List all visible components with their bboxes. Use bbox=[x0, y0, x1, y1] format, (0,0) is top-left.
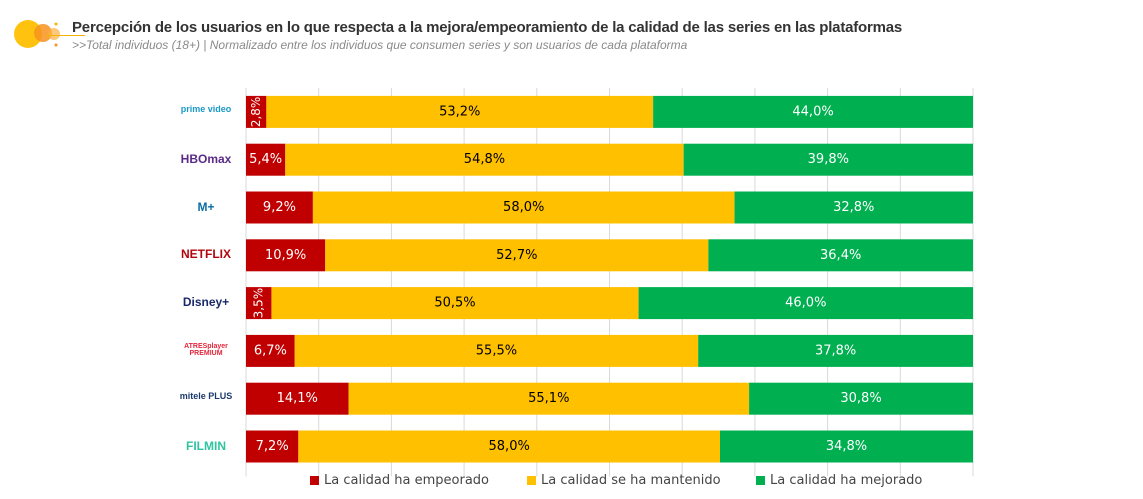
legend-swatch-green bbox=[756, 476, 765, 485]
data-label: 58,0% bbox=[503, 200, 544, 215]
bar-segment-improved bbox=[653, 95, 973, 128]
chart-title: Percepción de los usuarios en lo que res… bbox=[72, 19, 903, 36]
data-label: 53,2% bbox=[439, 104, 480, 119]
data-label: 55,5% bbox=[476, 343, 517, 358]
bar-segment-worsened bbox=[246, 191, 313, 224]
category-logo-3: NETFLIX bbox=[181, 247, 231, 262]
data-label: 34,8% bbox=[826, 439, 867, 454]
category-logo-5: ATRESplayer PREMIUM bbox=[184, 342, 228, 357]
bar-segment-improved bbox=[708, 239, 973, 272]
bar-segment-improved bbox=[720, 430, 973, 463]
data-label: 30,8% bbox=[840, 391, 881, 406]
data-label: 46,0% bbox=[785, 296, 826, 311]
data-label: 52,7% bbox=[496, 248, 537, 263]
category-logo-4: Disney+ bbox=[182, 295, 230, 310]
category-logo-1: HBOmax bbox=[180, 151, 232, 166]
data-label: 10,9% bbox=[265, 248, 306, 263]
chart-subtitle: >>Total individuos (18+) | Normalizado e… bbox=[72, 38, 688, 52]
legend-label: La calidad ha empeorado bbox=[324, 473, 490, 488]
bar-segment-worsened bbox=[246, 430, 299, 463]
legend-label: La calidad ha mejorado bbox=[770, 473, 923, 488]
category-logo-7: FILMIN bbox=[186, 438, 226, 453]
bar-segment-improved bbox=[638, 287, 973, 320]
legend-swatch-yellow bbox=[527, 476, 536, 485]
data-label: 32,8% bbox=[833, 200, 874, 215]
data-label: 14,1% bbox=[277, 391, 318, 406]
category-logo-6: mitele PLUS bbox=[179, 390, 233, 401]
data-label: 3,5% bbox=[252, 288, 266, 319]
bar-segment-maintained bbox=[266, 95, 654, 128]
bar-segment-maintained bbox=[298, 430, 721, 463]
bar-segment-improved bbox=[683, 143, 973, 176]
data-label: 37,8% bbox=[815, 343, 856, 358]
data-label: 39,8% bbox=[808, 152, 849, 167]
bar-segment-maintained bbox=[271, 287, 639, 320]
legend-swatch-red bbox=[310, 476, 319, 485]
data-label: 54,8% bbox=[464, 152, 505, 167]
bar-segment-worsened bbox=[246, 334, 295, 367]
bar-segment-maintained bbox=[312, 191, 735, 224]
bar-segment-worsened bbox=[246, 95, 267, 128]
data-label: 2,8% bbox=[249, 97, 263, 128]
bar-segment-maintained bbox=[294, 334, 699, 367]
bar-segment-improved bbox=[734, 191, 973, 224]
bar-segment-maintained bbox=[325, 239, 709, 272]
bar-segment-improved bbox=[698, 334, 973, 367]
data-label: 50,5% bbox=[434, 296, 475, 311]
bar-segment-worsened bbox=[246, 143, 286, 176]
bar-segment-worsened bbox=[246, 287, 272, 320]
data-label: 44,0% bbox=[792, 104, 833, 119]
legend-item-maintained: La calidad se ha mantenido bbox=[527, 473, 721, 488]
bar-segment-worsened bbox=[246, 239, 326, 272]
data-label: 55,1% bbox=[528, 391, 569, 406]
bar-segment-improved bbox=[749, 382, 973, 415]
data-label: 9,2% bbox=[263, 200, 296, 215]
bar-segment-maintained bbox=[348, 382, 750, 415]
data-label: 36,4% bbox=[820, 248, 861, 263]
category-logo-0: prime video bbox=[180, 103, 232, 114]
bar-segment-maintained bbox=[285, 143, 684, 176]
legend-item-improved: La calidad ha mejorado bbox=[756, 473, 922, 488]
bar-segment-worsened bbox=[246, 382, 349, 415]
data-label: 6,7% bbox=[254, 343, 287, 358]
legend-label: La calidad se ha mantenido bbox=[541, 473, 721, 488]
title-underline bbox=[45, 35, 85, 36]
data-label: 58,0% bbox=[489, 439, 530, 454]
brand-logo-icon bbox=[14, 20, 60, 48]
data-label: 7,2% bbox=[256, 439, 289, 454]
legend-item-worsened: La calidad ha empeorado bbox=[310, 473, 489, 488]
category-logo-2: M+ bbox=[197, 199, 215, 214]
data-label: 5,4% bbox=[249, 152, 282, 167]
